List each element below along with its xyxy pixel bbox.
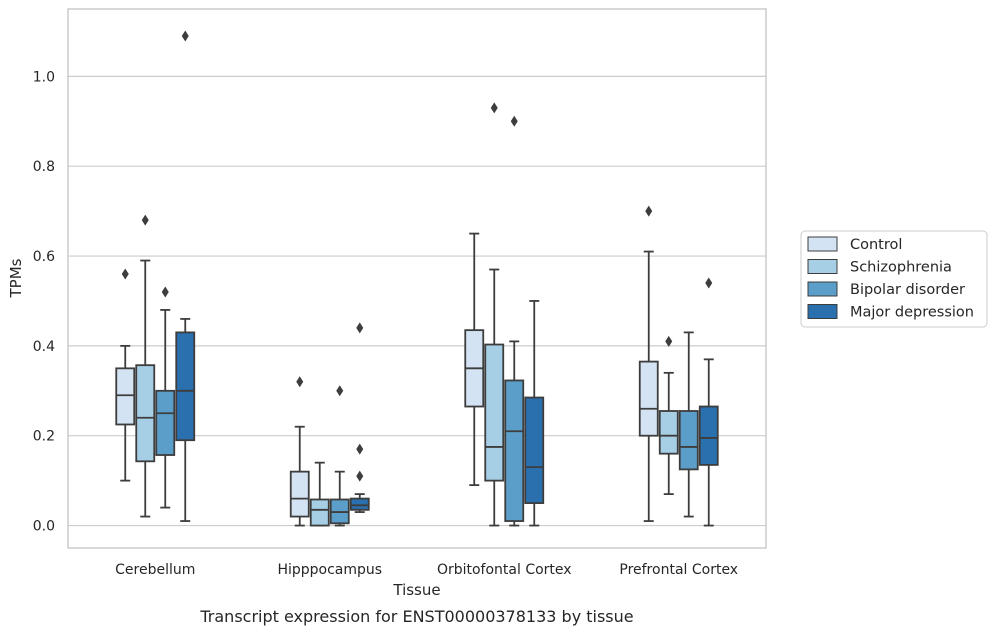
box-iqr	[155, 389, 176, 456]
outlier-point	[490, 102, 498, 114]
outlier-point	[645, 205, 653, 217]
x-tick-label: Hipppocampus	[277, 562, 382, 578]
box-iqr	[484, 343, 505, 482]
box-iqr	[678, 410, 699, 471]
y-tick-label: 0.4	[33, 339, 55, 355]
box-control	[289, 376, 310, 527]
y-tick-label: 0.0	[33, 519, 55, 535]
box-iqr	[658, 410, 679, 455]
y-tick-label: 1.0	[33, 69, 55, 85]
box-schizophrenia	[309, 461, 330, 527]
legend-swatch	[807, 281, 838, 297]
box-bipolar-disorder	[678, 331, 699, 518]
box-iqr	[524, 396, 545, 504]
x-tick-label: Prefrontal Cortex	[619, 562, 738, 578]
box-major-depression	[698, 277, 719, 527]
x-tick-label: Cerebellum	[115, 562, 195, 578]
box-iqr	[638, 360, 659, 437]
box-iqr	[289, 470, 310, 518]
outlier-point	[336, 385, 344, 397]
legend-swatch	[807, 236, 838, 252]
box-bipolar-disorder	[504, 115, 525, 527]
box-schizophrenia	[484, 102, 505, 527]
x-tick-labels: Cerebellum Hipppocampus Orbitofontal Corte…	[115, 562, 738, 578]
box-iqr	[115, 367, 136, 426]
outlier-point	[705, 277, 713, 289]
box-iqr	[349, 497, 370, 511]
outlier-point	[510, 115, 518, 127]
y-tick-labels: 0.0 0.2 0.4 0.6 0.8 1.0	[33, 69, 55, 534]
box-iqr	[309, 498, 330, 527]
legend: Control Schizophrenia Bipolar disorder Majo…	[800, 230, 988, 328]
gridlines	[68, 75, 766, 527]
x-tick-label: Orbitofontal Cortex	[437, 562, 572, 578]
box-major-depression	[175, 30, 196, 522]
y-tick-label: 0.2	[33, 429, 55, 445]
plot-area-frame	[67, 8, 767, 549]
outlier-point	[665, 335, 673, 347]
box-iqr	[698, 405, 719, 466]
y-tick-label: 0.8	[33, 159, 55, 175]
legend-swatch	[807, 304, 838, 319]
outlier-point	[356, 443, 364, 455]
box-control	[464, 232, 485, 487]
outlier-point	[356, 470, 364, 482]
box-major-depression	[524, 300, 545, 527]
box-iqr	[175, 331, 196, 442]
legend-label: Bipolar disorder	[850, 282, 965, 298]
legend-label: Control	[850, 237, 902, 253]
y-axis-label: TPMs	[7, 258, 25, 298]
box-iqr	[135, 364, 156, 463]
legend-label: Schizophrenia	[850, 260, 952, 276]
legend-label: Major depression	[850, 305, 974, 321]
box-schizophrenia	[135, 214, 156, 518]
outlier-point	[121, 268, 129, 280]
legend-frame	[800, 230, 988, 328]
chart-caption: Transcript expression for ENST0000037813…	[199, 607, 633, 626]
legend-swatch	[807, 259, 838, 274]
box-bipolar-disorder	[155, 286, 176, 509]
outlier-point	[181, 30, 189, 42]
box-control	[638, 205, 659, 522]
outlier-point	[141, 214, 149, 226]
outlier-point	[296, 376, 304, 388]
box-control	[115, 268, 136, 482]
box-bipolar-disorder	[329, 385, 350, 527]
box-schizophrenia	[658, 335, 679, 496]
boxes	[115, 30, 719, 527]
box-major-depression	[349, 322, 370, 513]
box-iqr	[504, 379, 525, 522]
outlier-point	[161, 286, 169, 298]
outlier-point	[356, 322, 364, 334]
y-tick-label: 0.6	[33, 249, 55, 265]
x-axis-label: Tissue	[392, 581, 440, 599]
